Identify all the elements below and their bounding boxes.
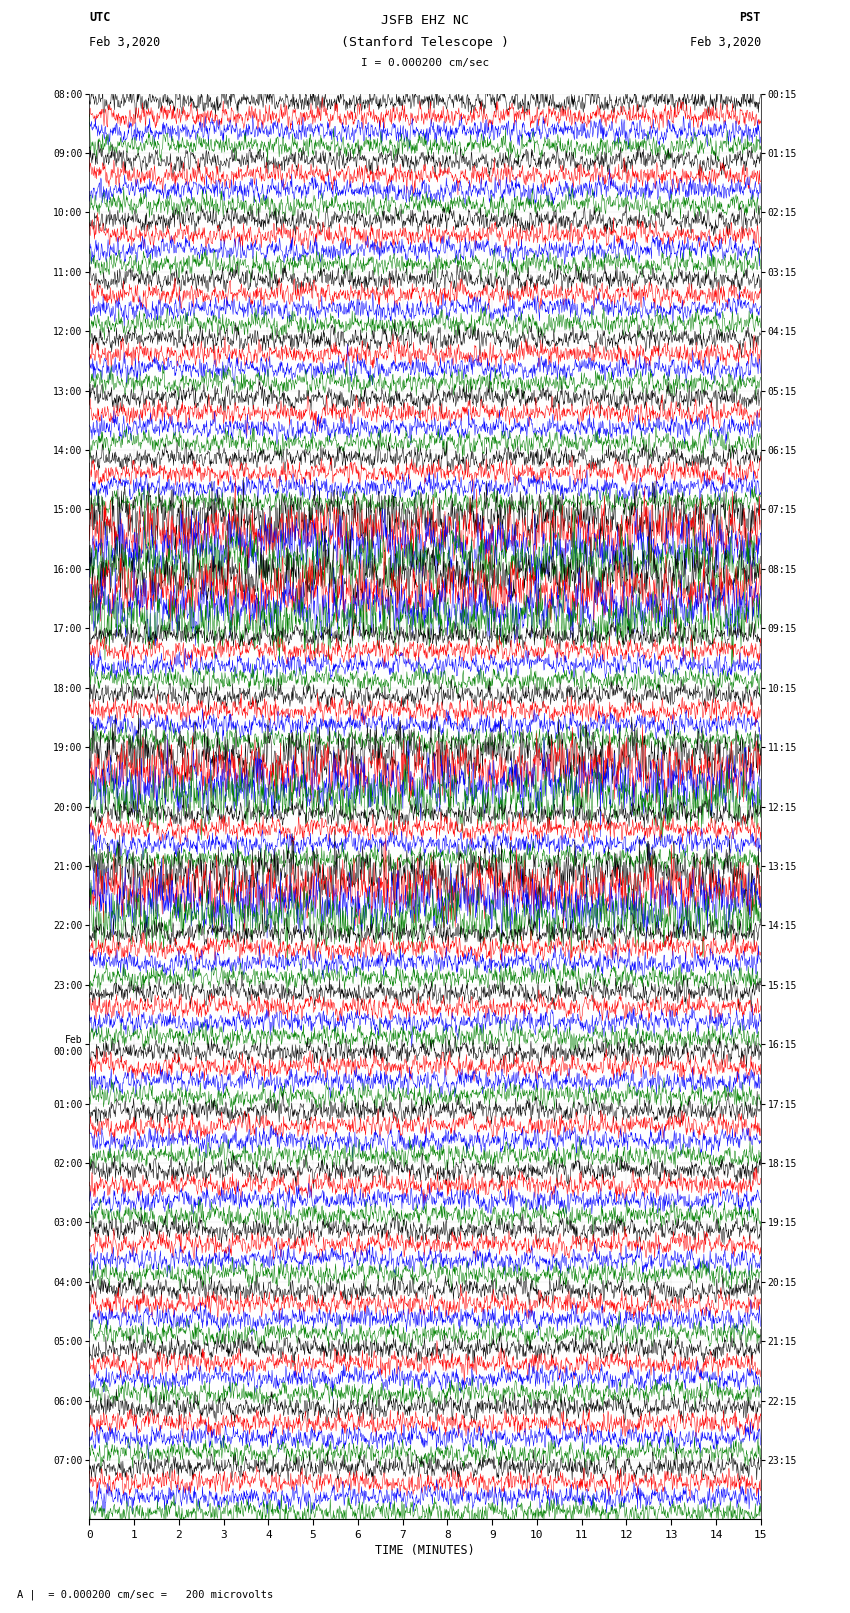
Text: PST: PST (740, 11, 761, 24)
Text: JSFB EHZ NC: JSFB EHZ NC (381, 15, 469, 27)
Text: I = 0.000200 cm/sec: I = 0.000200 cm/sec (361, 58, 489, 68)
Text: UTC: UTC (89, 11, 110, 24)
X-axis label: TIME (MINUTES): TIME (MINUTES) (375, 1544, 475, 1557)
Text: A |  = 0.000200 cm/sec =   200 microvolts: A | = 0.000200 cm/sec = 200 microvolts (17, 1589, 273, 1600)
Text: Feb 3,2020: Feb 3,2020 (689, 35, 761, 48)
Text: Feb 3,2020: Feb 3,2020 (89, 35, 161, 48)
Text: (Stanford Telescope ): (Stanford Telescope ) (341, 35, 509, 48)
